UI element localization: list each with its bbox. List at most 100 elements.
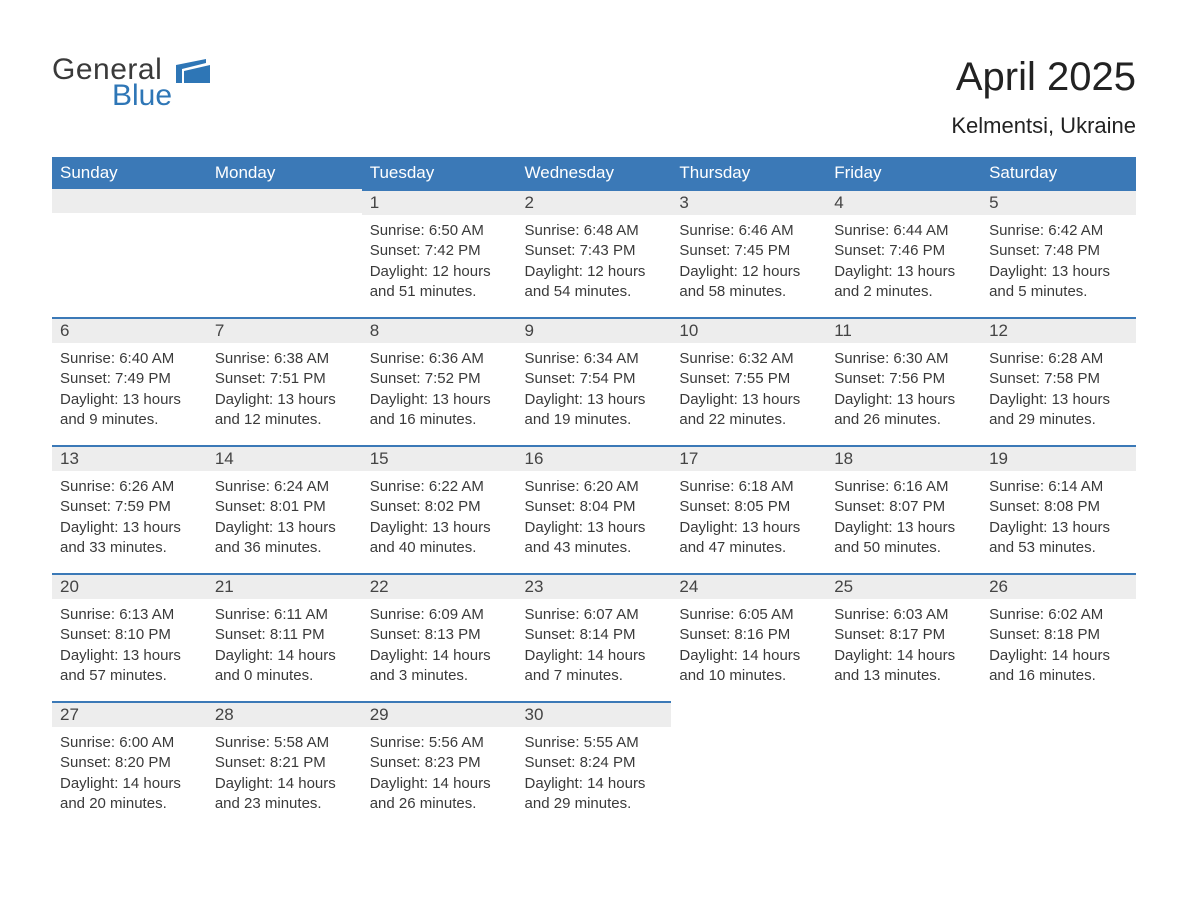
sunrise-label: Sunrise: xyxy=(60,734,115,751)
sunset-value: 8:16 PM xyxy=(734,626,790,643)
sunrise-value: 6:28 AM xyxy=(1048,350,1103,367)
sunrise-line: Sunrise: 6:48 AM xyxy=(525,221,664,241)
daylight-line: Daylight: 14 hours and 20 minutes. xyxy=(60,774,199,815)
day-wrap: 3Sunrise: 6:46 AMSunset: 7:45 PMDaylight… xyxy=(671,189,826,312)
sunrise-line: Sunrise: 6:13 AM xyxy=(60,605,199,625)
sunrise-value: 6:05 AM xyxy=(739,606,794,623)
daylight-line: Daylight: 13 hours and 36 minutes. xyxy=(215,518,354,559)
sunrise-value: 6:38 AM xyxy=(274,350,329,367)
sunrise-line: Sunrise: 6:14 AM xyxy=(989,477,1128,497)
day-number: 5 xyxy=(981,191,1136,215)
sunset-label: Sunset: xyxy=(679,242,730,259)
day-wrap: 10Sunrise: 6:32 AMSunset: 7:55 PMDayligh… xyxy=(671,317,826,440)
day-details: Sunrise: 6:07 AMSunset: 8:14 PMDaylight:… xyxy=(517,599,672,696)
page-header: General Blue April 2025 Kelmentsi, Ukrai… xyxy=(52,55,1136,139)
day-wrap: 17Sunrise: 6:18 AMSunset: 8:05 PMDayligh… xyxy=(671,445,826,568)
sunset-line: Sunset: 7:48 PM xyxy=(989,241,1128,261)
day-wrap: 9Sunrise: 6:34 AMSunset: 7:54 PMDaylight… xyxy=(517,317,672,440)
sunset-line: Sunset: 8:13 PM xyxy=(370,625,509,645)
sunrise-label: Sunrise: xyxy=(834,222,889,239)
sunrise-line: Sunrise: 6:02 AM xyxy=(989,605,1128,625)
day-details: Sunrise: 6:05 AMSunset: 8:16 PMDaylight:… xyxy=(671,599,826,696)
day-wrap: 23Sunrise: 6:07 AMSunset: 8:14 PMDayligh… xyxy=(517,573,672,696)
sunrise-line: Sunrise: 6:42 AM xyxy=(989,221,1128,241)
title-block: April 2025 Kelmentsi, Ukraine xyxy=(951,55,1136,139)
weekday-header: Saturday xyxy=(981,157,1136,189)
weekday-header: Thursday xyxy=(671,157,826,189)
daylight-line: Daylight: 14 hours and 3 minutes. xyxy=(370,646,509,687)
day-number: 30 xyxy=(517,703,672,727)
day-details: Sunrise: 6:50 AMSunset: 7:42 PMDaylight:… xyxy=(362,215,517,312)
sunrise-value: 6:03 AM xyxy=(893,606,948,623)
day-number: 21 xyxy=(207,575,362,599)
sunrise-value: 5:58 AM xyxy=(274,734,329,751)
day-wrap: 16Sunrise: 6:20 AMSunset: 8:04 PMDayligh… xyxy=(517,445,672,568)
daylight-line: Daylight: 13 hours and 26 minutes. xyxy=(834,390,973,431)
daylight-label: Daylight: xyxy=(370,647,428,664)
calendar-cell: 9Sunrise: 6:34 AMSunset: 7:54 PMDaylight… xyxy=(517,317,672,445)
sunset-value: 7:45 PM xyxy=(734,242,790,259)
sunrise-line: Sunrise: 6:38 AM xyxy=(215,349,354,369)
day-number: 6 xyxy=(52,319,207,343)
sunset-value: 7:56 PM xyxy=(889,370,945,387)
daylight-line: Daylight: 14 hours and 16 minutes. xyxy=(989,646,1128,687)
sunset-label: Sunset: xyxy=(679,498,730,515)
sunset-line: Sunset: 7:54 PM xyxy=(525,369,664,389)
sunrise-line: Sunrise: 6:26 AM xyxy=(60,477,199,497)
day-details: Sunrise: 6:42 AMSunset: 7:48 PMDaylight:… xyxy=(981,215,1136,312)
sunset-label: Sunset: xyxy=(215,370,266,387)
daylight-label: Daylight: xyxy=(989,519,1047,536)
daylight-line: Daylight: 13 hours and 33 minutes. xyxy=(60,518,199,559)
day-details: Sunrise: 6:36 AMSunset: 7:52 PMDaylight:… xyxy=(362,343,517,440)
daylight-line: Daylight: 14 hours and 13 minutes. xyxy=(834,646,973,687)
day-number: 27 xyxy=(52,703,207,727)
daylight-line: Daylight: 13 hours and 12 minutes. xyxy=(215,390,354,431)
sunrise-label: Sunrise: xyxy=(370,350,425,367)
sunset-value: 8:10 PM xyxy=(115,626,171,643)
day-number: 28 xyxy=(207,703,362,727)
day-wrap: 6Sunrise: 6:40 AMSunset: 7:49 PMDaylight… xyxy=(52,317,207,440)
sunset-line: Sunset: 7:55 PM xyxy=(679,369,818,389)
calendar-cell: 2Sunrise: 6:48 AMSunset: 7:43 PMDaylight… xyxy=(517,189,672,317)
sunset-line: Sunset: 8:01 PM xyxy=(215,497,354,517)
day-number: 13 xyxy=(52,447,207,471)
sunset-line: Sunset: 8:17 PM xyxy=(834,625,973,645)
calendar-cell xyxy=(671,701,826,829)
calendar-cell: 18Sunrise: 6:16 AMSunset: 8:07 PMDayligh… xyxy=(826,445,981,573)
daylight-line: Daylight: 14 hours and 23 minutes. xyxy=(215,774,354,815)
sunset-line: Sunset: 7:52 PM xyxy=(370,369,509,389)
daylight-label: Daylight: xyxy=(370,263,428,280)
sunrise-value: 6:48 AM xyxy=(584,222,639,239)
sunrise-value: 6:09 AM xyxy=(429,606,484,623)
sunrise-line: Sunrise: 6:16 AM xyxy=(834,477,973,497)
daylight-label: Daylight: xyxy=(989,647,1047,664)
day-details: Sunrise: 6:22 AMSunset: 8:02 PMDaylight:… xyxy=(362,471,517,568)
daylight-label: Daylight: xyxy=(215,775,273,792)
sunset-label: Sunset: xyxy=(215,626,266,643)
daylight-label: Daylight: xyxy=(679,263,737,280)
sunrise-value: 5:55 AM xyxy=(584,734,639,751)
day-details: Sunrise: 6:32 AMSunset: 7:55 PM Daylight:… xyxy=(671,343,826,440)
day-wrap: 30Sunrise: 5:55 AMSunset: 8:24 PMDayligh… xyxy=(517,701,672,824)
sunset-line: Sunset: 8:16 PM xyxy=(679,625,818,645)
sunset-line: Sunset: 7:51 PM xyxy=(215,369,354,389)
calendar-cell: 13Sunrise: 6:26 AMSunset: 7:59 PMDayligh… xyxy=(52,445,207,573)
calendar-cell: 7Sunrise: 6:38 AMSunset: 7:51 PMDaylight… xyxy=(207,317,362,445)
sunset-line: Sunset: 7:49 PM xyxy=(60,369,199,389)
daylight-label: Daylight: xyxy=(215,391,273,408)
weekday-header: Monday xyxy=(207,157,362,189)
sunrise-label: Sunrise: xyxy=(679,606,734,623)
sunrise-line: Sunrise: 6:32 AM xyxy=(679,349,818,369)
day-wrap: 14Sunrise: 6:24 AMSunset: 8:01 PMDayligh… xyxy=(207,445,362,568)
daylight-label: Daylight: xyxy=(679,391,737,408)
day-details: Sunrise: 6:13 AMSunset: 8:10 PMDaylight:… xyxy=(52,599,207,696)
daylight-label: Daylight: xyxy=(370,391,428,408)
sunrise-label: Sunrise: xyxy=(989,350,1044,367)
day-wrap: 28Sunrise: 5:58 AMSunset: 8:21 PMDayligh… xyxy=(207,701,362,824)
sunset-label: Sunset: xyxy=(370,754,421,771)
daylight-line: Daylight: 13 hours and 19 minutes. xyxy=(525,390,664,431)
day-number: 15 xyxy=(362,447,517,471)
sunset-value: 8:07 PM xyxy=(889,498,945,515)
sunrise-label: Sunrise: xyxy=(679,222,734,239)
sunset-value: 7:51 PM xyxy=(270,370,326,387)
